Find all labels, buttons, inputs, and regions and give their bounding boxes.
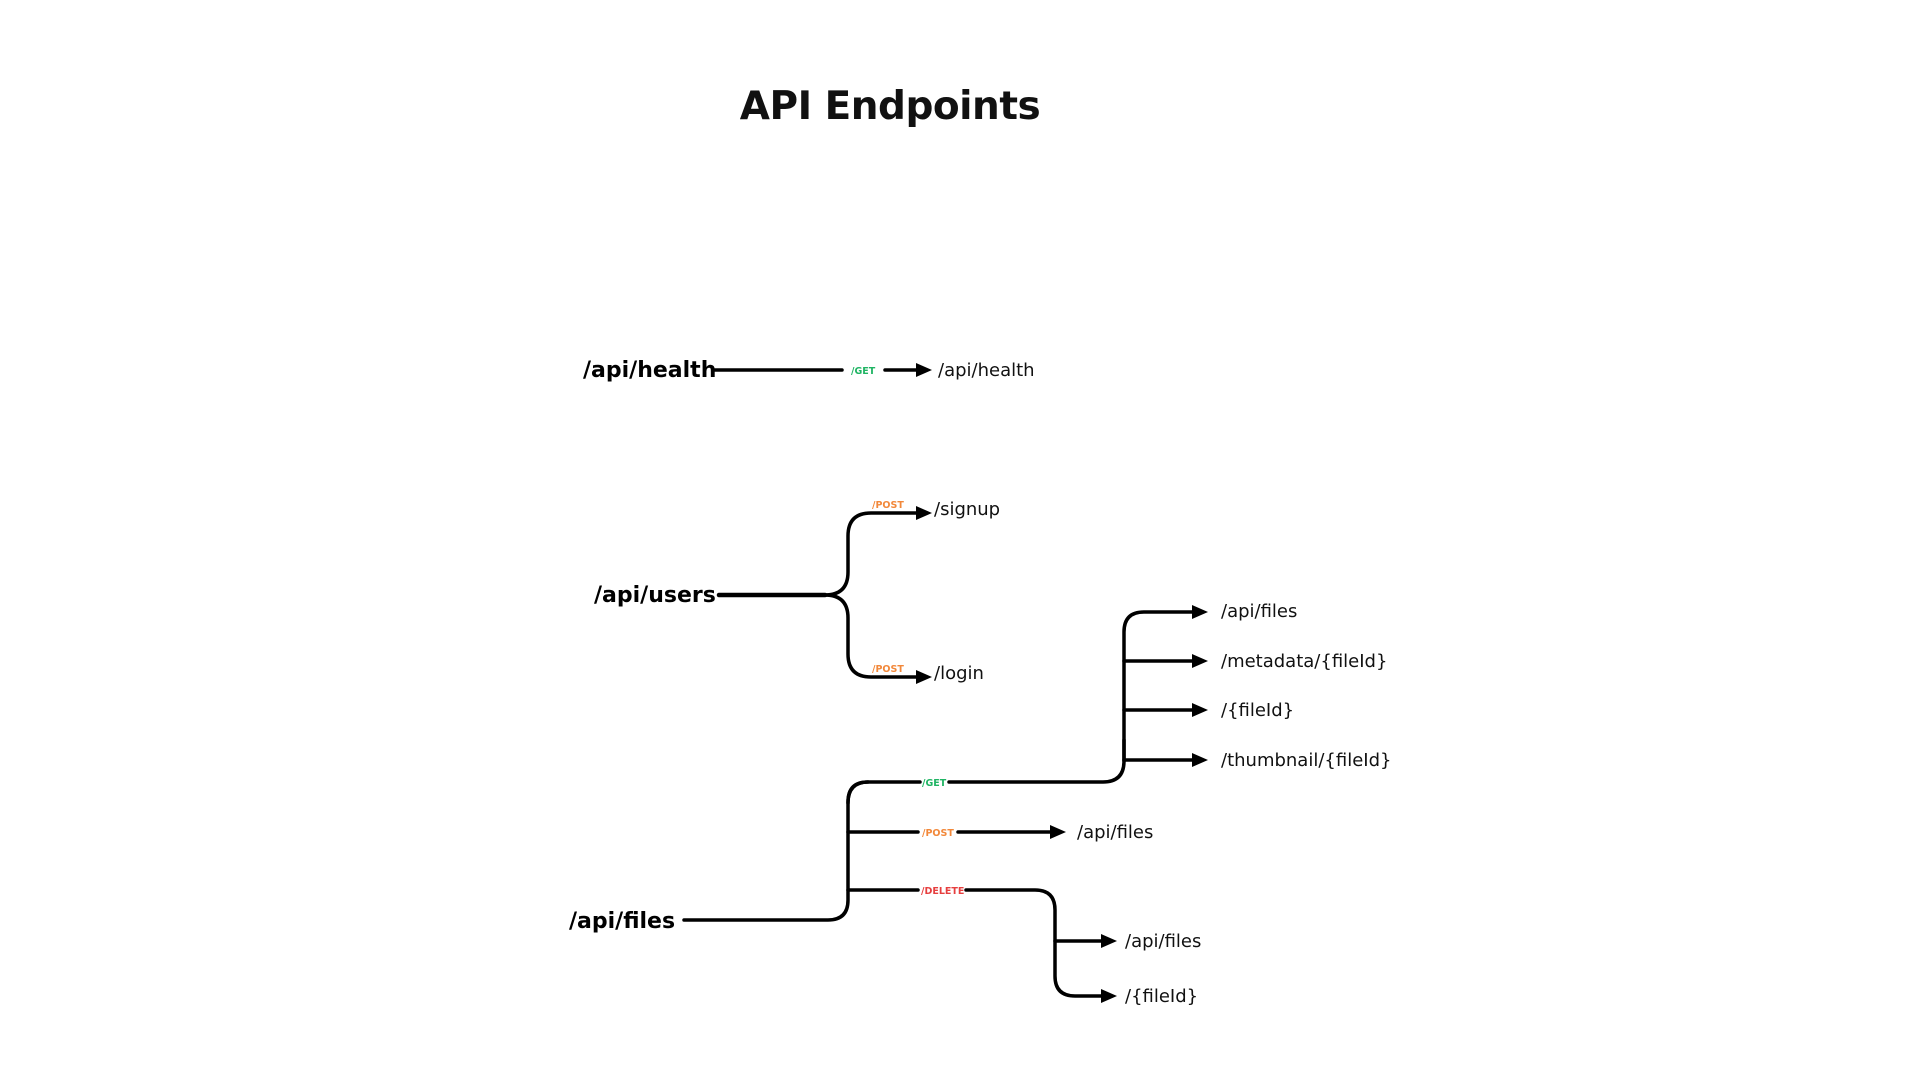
files-get-branch bbox=[947, 610, 1194, 784]
arrow-head-icon bbox=[1101, 934, 1117, 948]
arrow-head-icon bbox=[916, 506, 932, 520]
files-group: /api/files /GET /api/files /metadata/{fi… bbox=[569, 601, 1391, 1007]
users-signup-branch bbox=[823, 511, 920, 597]
users-group: /api/users /POST /signup /POST /login bbox=[594, 499, 1000, 684]
files-delete-endpoint-1: /api/files bbox=[1125, 931, 1201, 952]
health-root-label: /api/health bbox=[583, 358, 716, 383]
arrow-head-icon bbox=[1101, 989, 1117, 1003]
arrow-head-icon bbox=[1192, 703, 1208, 717]
files-get-method: /GET bbox=[922, 778, 947, 789]
users-signup-endpoint: /signup bbox=[934, 499, 1000, 520]
files-post-endpoint: /api/files bbox=[1077, 822, 1153, 843]
arrow-head-icon bbox=[1192, 753, 1208, 767]
files-get-stem bbox=[846, 780, 922, 805]
files-delete-endpoint-2: /{fileId} bbox=[1125, 986, 1198, 1007]
files-delete-method: /DELETE bbox=[921, 886, 964, 897]
arrow-head-icon bbox=[1192, 605, 1208, 619]
files-get-endpoint-3: /{fileId} bbox=[1221, 700, 1294, 721]
users-root-label: /api/users bbox=[594, 583, 716, 608]
files-root-label: /api/files bbox=[569, 909, 675, 934]
files-post-method: /POST bbox=[922, 828, 954, 839]
files-get-endpoint-2: /metadata/{fileId} bbox=[1221, 651, 1387, 672]
files-get-endpoint-4: /thumbnail/{fileId} bbox=[1221, 750, 1391, 771]
files-delete-branch bbox=[964, 888, 1103, 998]
users-signup-method: /POST bbox=[872, 500, 904, 511]
users-login-endpoint: /login bbox=[934, 663, 984, 684]
files-trunk bbox=[682, 780, 870, 922]
arrow-head-icon bbox=[1192, 654, 1208, 668]
files-get-endpoint-1: /api/files bbox=[1221, 601, 1297, 622]
health-group: /api/health /GET /api/health bbox=[583, 358, 1035, 383]
health-endpoint: /api/health bbox=[938, 360, 1035, 381]
arrow-head-icon bbox=[916, 363, 932, 377]
page-title: API Endpoints bbox=[739, 84, 1041, 129]
health-get-method: /GET bbox=[851, 366, 876, 377]
users-login-branch bbox=[823, 593, 920, 679]
arrow-head-icon bbox=[916, 670, 932, 684]
arrow-head-icon bbox=[1050, 825, 1066, 839]
users-login-method: /POST bbox=[872, 664, 904, 675]
